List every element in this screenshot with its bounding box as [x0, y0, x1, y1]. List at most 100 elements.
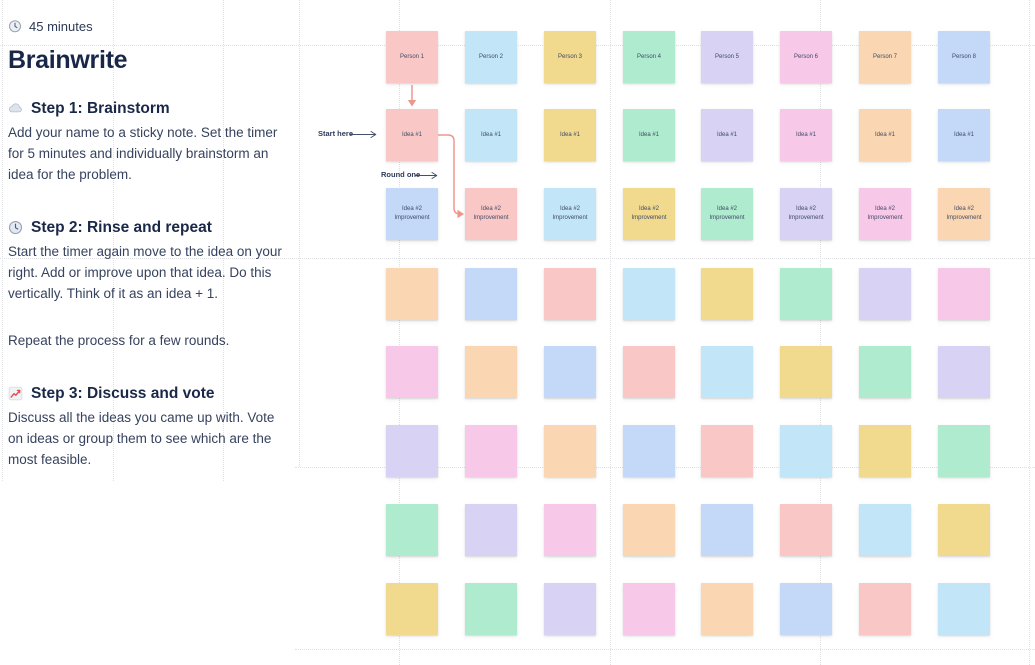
grid-line: [399, 0, 400, 665]
sticky-note-label: Idea #2 Improvement: [788, 206, 824, 221]
sticky-note[interactable]: Idea #1: [544, 109, 596, 161]
sticky-note[interactable]: [938, 583, 990, 635]
sticky-note[interactable]: Idea #1: [623, 109, 675, 161]
sticky-note[interactable]: [859, 504, 911, 556]
sticky-note-label: Person 2: [478, 53, 503, 60]
step-2-body-2: Repeat the process for a few rounds.: [8, 333, 230, 348]
sticky-note[interactable]: [701, 346, 753, 398]
duration-text: 45 minutes: [29, 18, 93, 34]
sticky-note[interactable]: [465, 504, 517, 556]
sticky-note[interactable]: [544, 346, 596, 398]
clock-icon: [8, 220, 23, 235]
person1-to-idea1-arrow: [407, 85, 417, 107]
sticky-note[interactable]: [938, 425, 990, 477]
sticky-note[interactable]: [544, 583, 596, 635]
sticky-note[interactable]: [780, 504, 832, 556]
sticky-note-label: Idea #1: [795, 131, 817, 138]
sticky-note[interactable]: [465, 268, 517, 320]
sticky-note[interactable]: Idea #2 Improvement: [465, 188, 517, 240]
sticky-note[interactable]: [859, 346, 911, 398]
sticky-note[interactable]: Idea #2 Improvement: [780, 188, 832, 240]
sticky-note[interactable]: [701, 504, 753, 556]
sticky-note[interactable]: [465, 346, 517, 398]
sticky-note[interactable]: [859, 583, 911, 635]
sticky-note[interactable]: Idea #1: [465, 109, 517, 161]
grid-line: [610, 0, 611, 665]
step-3-heading: Step 3: Discuss and vote: [8, 384, 286, 403]
sticky-note[interactable]: Idea #2 Improvement: [938, 188, 990, 240]
sticky-note-label: Idea #1: [559, 131, 581, 138]
sticky-note[interactable]: [701, 268, 753, 320]
sticky-note[interactable]: [544, 425, 596, 477]
chart-line-icon: [8, 386, 23, 401]
sticky-note[interactable]: Person 8: [938, 31, 990, 83]
sticky-note[interactable]: Idea #2 Improvement: [701, 188, 753, 240]
sticky-note[interactable]: [859, 425, 911, 477]
sticky-note[interactable]: [386, 583, 438, 635]
sticky-note[interactable]: [544, 268, 596, 320]
cloud-icon: [9, 103, 22, 113]
step-1-heading: Step 1: Brainstorm: [8, 99, 286, 118]
grid-line: [1029, 0, 1030, 665]
grid-line: [299, 0, 300, 467]
sticky-note[interactable]: [623, 583, 675, 635]
sticky-note[interactable]: Person 3: [544, 31, 596, 83]
sticky-note[interactable]: [465, 583, 517, 635]
sticky-note[interactable]: [938, 504, 990, 556]
sticky-note-label: Person 6: [793, 53, 818, 60]
sticky-note[interactable]: [386, 346, 438, 398]
idea1-to-idea2-connector: [438, 134, 464, 219]
sticky-note[interactable]: Idea #1: [386, 109, 438, 161]
sticky-note-label: Idea #1: [480, 131, 502, 138]
sticky-note[interactable]: [780, 425, 832, 477]
sticky-note[interactable]: Idea #2 Improvement: [623, 188, 675, 240]
step-2-section: Step 2: Rinse and repeat Start the timer…: [8, 218, 286, 351]
sticky-note-label: Idea #1: [953, 131, 975, 138]
sticky-note[interactable]: Person 6: [780, 31, 832, 83]
sticky-note[interactable]: Idea #1: [701, 109, 753, 161]
sticky-note[interactable]: Person 5: [701, 31, 753, 83]
sticky-note[interactable]: [623, 268, 675, 320]
sticky-note-label: Idea #1: [401, 131, 423, 138]
sticky-note-label: Idea #2 Improvement: [867, 206, 903, 221]
sticky-note-label: Person 7: [872, 53, 897, 60]
sticky-note[interactable]: [859, 268, 911, 320]
sticky-note[interactable]: [465, 425, 517, 477]
sticky-note[interactable]: [701, 425, 753, 477]
sticky-note[interactable]: Person 4: [623, 31, 675, 83]
sticky-note-label: Idea #2 Improvement: [631, 206, 667, 221]
sticky-note[interactable]: Idea #1: [938, 109, 990, 161]
sticky-note-label: Idea #1: [716, 131, 738, 138]
sticky-note[interactable]: Idea #1: [859, 109, 911, 161]
sticky-note[interactable]: [780, 268, 832, 320]
sticky-note[interactable]: [623, 504, 675, 556]
step-2-body: Start the timer again move to the idea o…: [8, 244, 282, 301]
sticky-note[interactable]: [544, 504, 596, 556]
sticky-note[interactable]: Person 2: [465, 31, 517, 83]
sticky-note[interactable]: [780, 583, 832, 635]
sticky-note[interactable]: [623, 425, 675, 477]
sticky-note[interactable]: Idea #2 Improvement: [544, 188, 596, 240]
sticky-note[interactable]: [386, 268, 438, 320]
sticky-note[interactable]: [938, 346, 990, 398]
sticky-note[interactable]: [938, 268, 990, 320]
sticky-note[interactable]: Idea #1: [780, 109, 832, 161]
sticky-note[interactable]: Person 7: [859, 31, 911, 83]
sticky-note-label: Person 3: [557, 53, 582, 60]
page-title: Brainwrite: [8, 46, 128, 74]
sticky-note[interactable]: [623, 346, 675, 398]
step-1-heading-text: Step 1: Brainstorm: [31, 100, 170, 117]
start-here-label: Start here: [318, 129, 354, 138]
sticky-note[interactable]: [701, 583, 753, 635]
sticky-note[interactable]: [386, 425, 438, 477]
timer-icon: [8, 20, 22, 33]
sticky-note[interactable]: [386, 504, 438, 556]
sticky-note[interactable]: Idea #2 Improvement: [386, 188, 438, 240]
sticky-note-label: Idea #2 Improvement: [552, 206, 588, 221]
sticky-note[interactable]: Person 1: [386, 31, 438, 83]
duration-badge: 45 minutes: [8, 18, 286, 34]
sticky-note[interactable]: Idea #2 Improvement: [859, 188, 911, 240]
sticky-note[interactable]: [780, 346, 832, 398]
step-2-heading: Step 2: Rinse and repeat: [8, 218, 286, 237]
